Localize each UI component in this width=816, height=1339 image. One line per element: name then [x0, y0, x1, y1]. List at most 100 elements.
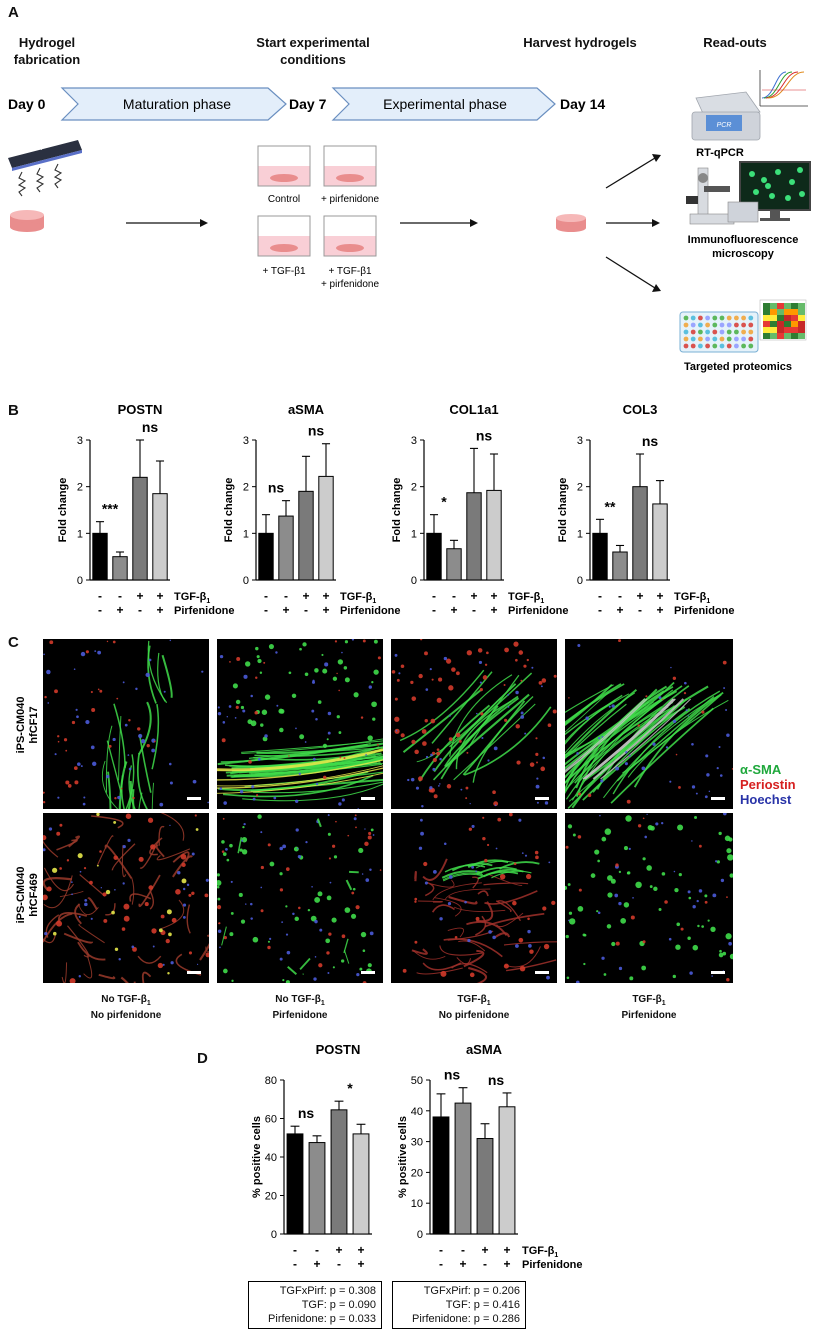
harvested-hydrogel-icon: [556, 214, 586, 232]
col-label-4: TGF-β1 Pirfenidone: [621, 994, 677, 1021]
tgf-sign: +: [481, 1243, 488, 1257]
experimental-phase-label: Experimental phase: [383, 96, 507, 112]
pirf-sign: +: [116, 603, 123, 617]
significance-left: ns: [444, 1067, 461, 1083]
panel-c-letter: C: [8, 634, 19, 651]
day7-label: Day 7: [289, 96, 327, 112]
micrograph-r2-c4: [565, 813, 733, 983]
readouts-header: Read-outs: [703, 35, 767, 50]
well-label-tgf-b: + TGF-β1: [328, 266, 372, 277]
bar: [498, 1106, 516, 1235]
scale-bar: [187, 971, 201, 974]
scale-bar: [361, 971, 375, 974]
well-label-tgf: + TGF-β1: [262, 266, 306, 277]
bar: [92, 532, 108, 581]
row-label-pirfenidone: Pirfenidone: [522, 1259, 583, 1271]
bar: [476, 1138, 494, 1235]
pirf-sign: +: [322, 603, 329, 617]
row-label-pirfenidone: Pirfenidone: [174, 605, 235, 617]
scale-bar: [535, 797, 549, 800]
stat-line: TGF: p = 0.416: [445, 1299, 520, 1311]
significance-right: *: [347, 1080, 353, 1096]
bar: [298, 490, 314, 581]
stats-box-postn: TGFxPirf: p = 0.308 TGF: p = 0.090 Pirfe…: [248, 1281, 382, 1329]
y-tick-label: 3: [577, 435, 583, 447]
y-axis-label: Fold change: [557, 478, 569, 543]
pirf-sign: +: [450, 603, 457, 617]
row1-label-b: hfCF17: [28, 706, 40, 743]
micrograph-r1-c2: [217, 639, 383, 809]
amplification-curves-icon: [759, 70, 808, 107]
bar: [466, 492, 482, 581]
y-axis-label: Fold change: [223, 478, 235, 543]
bar: [152, 493, 168, 581]
pirf-sign: -: [439, 1257, 443, 1271]
well-label-control: Control: [268, 194, 300, 205]
bar: [632, 486, 648, 581]
row2-label-a: iPS-CM040: [15, 867, 27, 924]
y-axis-label: % positive cells: [251, 1116, 263, 1198]
tgf-sign: +: [136, 589, 143, 603]
y-tick-label: 30: [411, 1137, 423, 1149]
bar: [330, 1109, 348, 1235]
scale-bar: [711, 797, 725, 800]
heatmap-icon: [759, 299, 807, 341]
bar: [446, 548, 462, 581]
bar: [258, 532, 274, 581]
legend-periostin: Periostin: [740, 777, 796, 792]
bar: [612, 551, 628, 581]
tgf-sign: -: [439, 1243, 443, 1257]
pirf-sign: +: [357, 1257, 364, 1271]
pirf-sign: -: [337, 1257, 341, 1271]
well-label-pirfenidone: + pirfenidone: [321, 194, 380, 205]
significance-left: ns: [298, 1105, 315, 1121]
pirf-sign: -: [432, 603, 436, 617]
hydrogel-fabrication-header: Hydrogel fabrication: [13, 35, 81, 67]
computer-monitor-icon: [727, 161, 811, 223]
row-label-pirfenidone: Pirfenidone: [674, 605, 735, 617]
stat-line: Pirfenidone: p = 0.033: [268, 1313, 376, 1325]
bar: [112, 556, 128, 581]
significance-left: ***: [102, 501, 119, 517]
maturation-phase-label: Maturation phase: [123, 96, 231, 112]
row2-label-b: hfCF469: [28, 873, 40, 916]
chart-title: aSMA: [288, 402, 325, 417]
y-tick-label: 2: [577, 482, 583, 494]
harvest-header: Harvest hydrogels: [523, 35, 637, 50]
significance-left: **: [605, 498, 616, 514]
well-tgf-pirfenidone: [323, 215, 377, 257]
panel-a-schematic: Day 0 Day 7 Day 14 Maturation phase Expe…: [8, 70, 811, 373]
start-conditions-header: Start experimental conditions: [256, 35, 370, 67]
tgf-sign: +: [503, 1243, 510, 1257]
tgf-sign: +: [335, 1243, 342, 1257]
readout-rtqpcr: RT-qPCR: [696, 147, 744, 159]
svg-text:UV: UV: [36, 146, 44, 152]
tgf-sign: -: [598, 589, 602, 603]
y-tick-label: 40: [265, 1152, 277, 1164]
chart-title: POSTN: [316, 1042, 361, 1057]
significance-right: ns: [142, 419, 159, 435]
significance-right: ns: [642, 433, 659, 449]
legend-hoechst: Hoechst: [740, 792, 792, 807]
y-tick-label: 20: [411, 1167, 423, 1179]
bar: [318, 475, 334, 581]
day0-label: Day 0: [8, 96, 46, 112]
pirf-sign: -: [138, 603, 142, 617]
tgf-sign: -: [284, 589, 288, 603]
significance-right: ns: [488, 1072, 505, 1088]
y-tick-label: 1: [577, 528, 583, 540]
day14-label: Day 14: [560, 96, 605, 112]
significance-left: *: [441, 494, 447, 510]
stat-line: TGFxPirf: p = 0.206: [423, 1285, 520, 1297]
stat-line: Pirfenidone: p = 0.286: [412, 1313, 520, 1325]
readout-microscopy: microscopy: [712, 248, 775, 260]
tgf-sign: -: [98, 589, 102, 603]
y-tick-label: 2: [77, 482, 83, 494]
pirf-sign: +: [313, 1257, 320, 1271]
scale-bar: [187, 797, 201, 800]
y-tick-label: 0: [411, 575, 417, 587]
